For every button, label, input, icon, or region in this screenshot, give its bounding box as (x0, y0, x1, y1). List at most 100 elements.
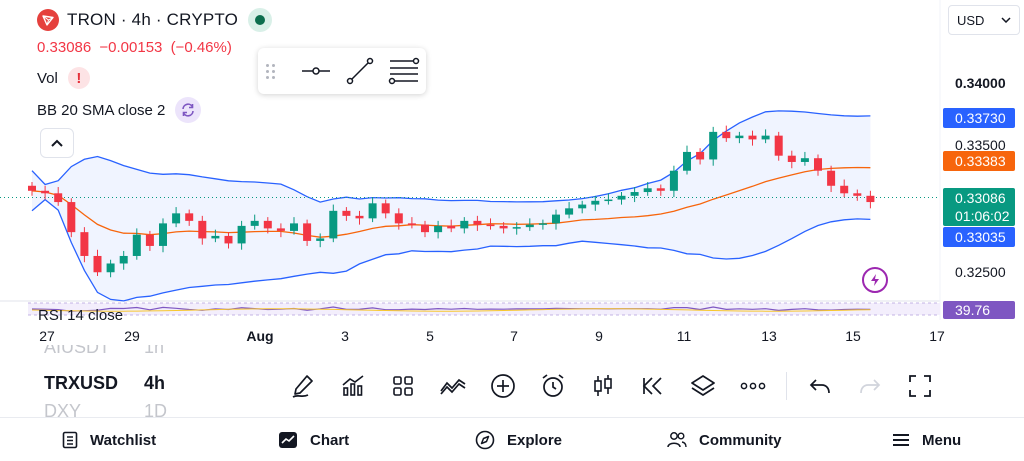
layouts-button[interactable] (378, 367, 428, 405)
nav-explore[interactable]: Explore (475, 418, 562, 461)
collapse-legend-button[interactable] (40, 128, 74, 158)
nav-explore-label: Explore (507, 431, 563, 449)
candle (434, 225, 443, 233)
candle (552, 214, 560, 224)
bottom-toolbar (278, 367, 945, 405)
more-icon (740, 382, 766, 390)
symbol-option[interactable]: DXY 1D (44, 401, 167, 417)
redo-icon (860, 379, 881, 394)
candle (145, 234, 154, 246)
price-axis-label: 0.34000 (955, 75, 1006, 91)
drawing-tools-button[interactable] (278, 367, 328, 405)
nav-chart[interactable]: Chart (278, 418, 349, 461)
compare-icon (440, 378, 466, 395)
symbol-option-name: DXY (44, 401, 82, 417)
candle (290, 223, 298, 231)
time-axis-label: 3 (341, 328, 349, 344)
rsi-indicator-label[interactable]: RSI 14 close (38, 307, 124, 322)
nav-community[interactable]: Community (667, 418, 782, 461)
chart-type-button[interactable] (578, 367, 628, 405)
candle (630, 192, 639, 196)
candle (172, 213, 181, 224)
currency-select[interactable]: USD (948, 5, 1020, 35)
last-price-value: 0.33086 (955, 190, 1006, 206)
symbol-option-interval: 1D (144, 401, 168, 417)
hamburger-menu-icon (893, 434, 909, 446)
redo-button[interactable] (845, 367, 895, 405)
indicators-button[interactable] (328, 367, 378, 405)
fib-levels-icon (388, 57, 420, 85)
bb-fill (32, 110, 871, 301)
trend-line-tool[interactable] (338, 53, 382, 89)
fib-retracement-tool[interactable] (382, 53, 426, 89)
nav-menu-label: Menu (922, 431, 962, 449)
nav-watchlist[interactable]: Watchlist (62, 418, 156, 461)
candle (499, 225, 508, 229)
candle (237, 225, 246, 244)
candle (578, 204, 587, 209)
candle (748, 135, 757, 140)
candle (709, 131, 718, 160)
bollinger-indicator-row[interactable]: BB 20 SMA close 2 (37, 97, 272, 123)
candle (696, 151, 705, 160)
candle (787, 155, 796, 162)
add-icon (491, 374, 515, 398)
replay-button[interactable] (628, 367, 678, 405)
price-change-percent: (−0.46%) (170, 39, 232, 56)
candle (316, 238, 325, 241)
candle (93, 255, 102, 273)
watchlist-icon (62, 431, 78, 449)
candle (303, 223, 312, 241)
time-axis-label: 15 (845, 328, 861, 344)
bar-countdown: 01:06:02 (955, 208, 1010, 224)
candle (800, 158, 809, 162)
indicators-icon (342, 375, 364, 396)
candle (656, 188, 665, 191)
compare-button[interactable] (428, 367, 478, 405)
add-button[interactable] (478, 367, 528, 405)
candle (447, 225, 456, 229)
price-change: −0.00153 (99, 39, 163, 56)
bollinger-label: BB 20 SMA close 2 (37, 101, 166, 119)
symbol-title[interactable]: TRON · 4h · CRYPTO (67, 10, 239, 29)
nav-community-label: Community (699, 431, 782, 449)
layers-button[interactable] (678, 367, 728, 405)
last-price-tag: 0.33086 01:06:02 (943, 188, 1015, 226)
candles-icon (594, 375, 612, 396)
lightning-button[interactable] (862, 267, 888, 293)
time-axis-label: 29 (124, 328, 140, 344)
bb-basis-price-tag: 0.33383 (943, 151, 1015, 171)
drag-handle-icon[interactable] (266, 63, 280, 79)
undo-button[interactable] (795, 367, 845, 405)
candle (329, 210, 338, 239)
nav-chart-label: Chart (310, 431, 350, 449)
market-status-icon[interactable] (248, 8, 273, 32)
symbol-option[interactable]: AIUSDT 1h (44, 345, 164, 358)
nav-menu[interactable]: Menu (892, 418, 961, 461)
fullscreen-button[interactable] (895, 367, 945, 405)
symbol-picker[interactable]: AIUSDT 1h TRXUSD 4h DXY 1D (44, 345, 184, 417)
candle (276, 228, 285, 231)
time-axis-label: 17 (929, 328, 945, 344)
volume-indicator-row[interactable]: Vol ! (37, 66, 272, 90)
symbol-option-name: AIUSDT (44, 345, 111, 357)
price-readout: 0.33086 −0.00153 (−0.46%) (37, 39, 272, 56)
warning-icon[interactable]: ! (67, 67, 90, 89)
rsi-value-tag: 39.76 (943, 301, 1015, 319)
candle (381, 203, 390, 214)
active-interval: 4h (144, 373, 166, 393)
fullscreen-icon (909, 375, 931, 397)
candle (853, 193, 862, 196)
active-symbol[interactable]: TRXUSD 4h (44, 373, 165, 394)
candle (119, 255, 128, 264)
candle (28, 185, 36, 191)
candle (132, 234, 141, 256)
candle (342, 210, 351, 216)
compass-icon (475, 430, 495, 450)
alert-button[interactable] (528, 367, 578, 405)
refresh-icon[interactable] (175, 97, 202, 123)
volume-label: Vol (37, 69, 58, 87)
more-button[interactable] (728, 367, 778, 405)
horizontal-ray-tool[interactable] (294, 53, 338, 89)
